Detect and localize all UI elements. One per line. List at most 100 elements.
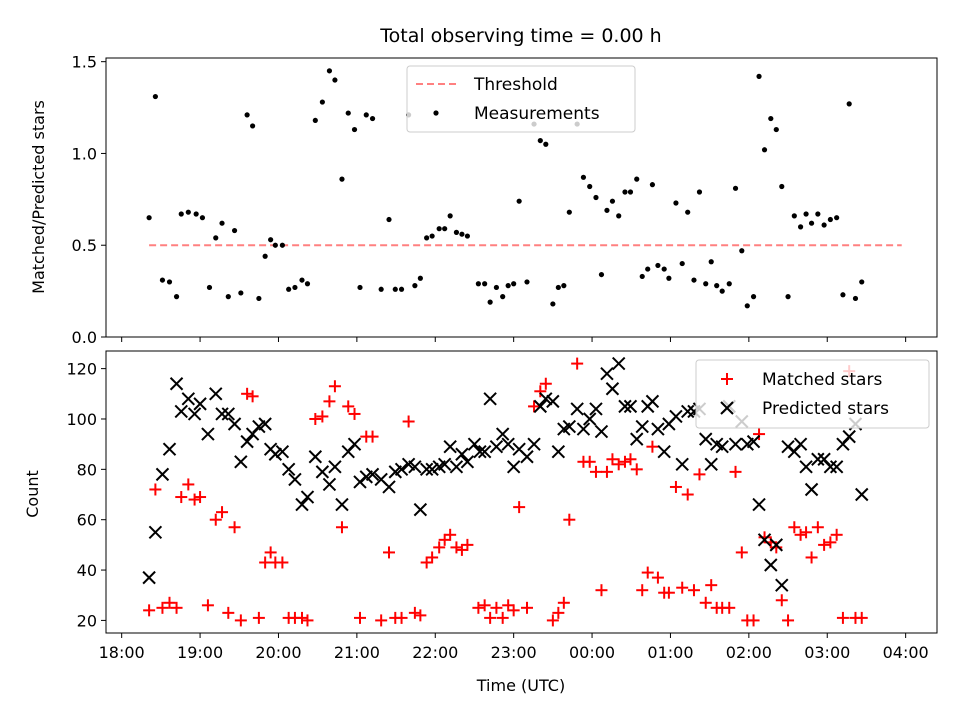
matched-star-point [528, 400, 541, 413]
measurement-point [159, 277, 166, 283]
measurement-point [708, 259, 714, 265]
matched-star-point [800, 526, 813, 539]
matched-star-point [335, 521, 348, 534]
predicted-star-point [582, 412, 597, 426]
matched-star-point [646, 440, 659, 453]
measurement-point [429, 233, 435, 239]
measurement-point [622, 189, 628, 195]
measurement-point [537, 137, 543, 144]
matched-star-point [276, 556, 289, 569]
matched-star-point [729, 465, 742, 478]
x-tick-label: 02:00 [726, 643, 772, 662]
measurement-point [703, 281, 709, 287]
predicted-legend-marker [720, 401, 734, 415]
measurement-point [511, 281, 517, 287]
measurement-point [351, 126, 358, 133]
measurement-point [666, 275, 672, 281]
measurement-point [500, 294, 506, 300]
top-panel: 0.0 0.5 1.0 1.5 Matched/Predicted stars Thr… [29, 53, 938, 347]
measurement-point [616, 213, 622, 219]
matched-star-point [348, 407, 361, 420]
measurement-point [587, 183, 593, 190]
measurement-point [256, 295, 262, 302]
predicted-star-point [527, 437, 541, 451]
top-legend: Threshold Measurements [406, 65, 636, 133]
measurements-legend-label: Measurements [474, 104, 600, 124]
matched-star-point [433, 541, 446, 554]
predicted-star-point [746, 434, 761, 449]
measurement-point [238, 290, 244, 296]
measurement-point [332, 77, 338, 83]
matched-star-point [188, 493, 201, 506]
matched-star-point [612, 458, 625, 471]
predicted-star-point [823, 460, 838, 474]
x-tick-label: 03:00 [804, 643, 850, 662]
predicted-star-point [811, 452, 825, 466]
matched-star-point [818, 538, 831, 551]
bottom-panel: 20 40 60 80 100 120 18:00 19:00 20:00 21:00 22:00… [23, 350, 938, 695]
measurement-point [268, 237, 274, 243]
predicted-star-point [234, 455, 248, 469]
measurement-point [516, 198, 522, 204]
predicted-star-point [437, 457, 452, 472]
predicted-star-point [347, 437, 362, 451]
predicted-star-point [752, 497, 766, 512]
x-tick-label: 22:00 [412, 643, 458, 662]
predicted-star-point [651, 422, 665, 436]
top-axes-frame [105, 57, 938, 338]
measurement-point [459, 231, 465, 237]
predicted-star-point [142, 570, 156, 585]
matched-star-point [222, 606, 235, 619]
matched-star-point [600, 465, 613, 478]
measurement-point [566, 209, 572, 215]
predicted-star-point [425, 462, 439, 477]
measurement-point [312, 117, 318, 124]
x-tick-label: 04:00 [883, 643, 929, 662]
matched-star-point [636, 584, 649, 597]
predicted-star-point [842, 429, 856, 444]
measurement-point [732, 185, 739, 191]
matched-star-point [681, 488, 694, 501]
matched-star-point [328, 380, 341, 393]
measurement-point [840, 292, 846, 298]
top-y-tick-label: 1.0 [72, 144, 97, 163]
measurement-point [378, 286, 384, 292]
measurement-point [627, 189, 634, 195]
measurement-point [475, 281, 481, 287]
measurement-point [152, 93, 158, 100]
matched-star-point [461, 538, 474, 551]
measurement-point [231, 227, 238, 234]
matched-star-point [484, 611, 497, 624]
predicted-star-point [162, 442, 177, 456]
matched-star-point [513, 501, 526, 514]
matched-star-point [156, 601, 169, 614]
predicted-star-point [201, 427, 215, 441]
predicted-star-point [413, 502, 428, 517]
measurement-point [604, 207, 610, 213]
predicted-star-point [775, 578, 789, 592]
matched-star-point [735, 546, 748, 559]
measurement-point [392, 286, 398, 292]
matched-star-point [669, 480, 682, 493]
matched-star-point [252, 611, 265, 624]
measurement-point [696, 189, 703, 195]
matched-star-point [228, 521, 241, 534]
predicted-star-point [169, 377, 184, 391]
x-tick-label: 23:00 [491, 643, 537, 662]
predicted-star-point [258, 417, 272, 431]
measurement-point [299, 277, 305, 283]
matched-star-point [705, 579, 718, 592]
measurement-point [213, 235, 219, 241]
bottom-x-ticks: 18:00 19:00 20:00 21:00 22:00 23:00 00:00 01:00… [99, 633, 929, 662]
matched-star-point [375, 614, 388, 627]
predicted-star-point [187, 407, 202, 421]
predicted-star-point [268, 447, 283, 461]
predicted-star-point [394, 462, 409, 477]
predicted-star-point [612, 356, 626, 371]
measurement-point [645, 266, 651, 272]
measurement-point [225, 294, 231, 300]
bottom-marks [142, 356, 869, 627]
matched-star-point [753, 428, 766, 441]
threshold-legend-label: Threshold [473, 75, 558, 95]
predicted-star-point [764, 558, 778, 572]
